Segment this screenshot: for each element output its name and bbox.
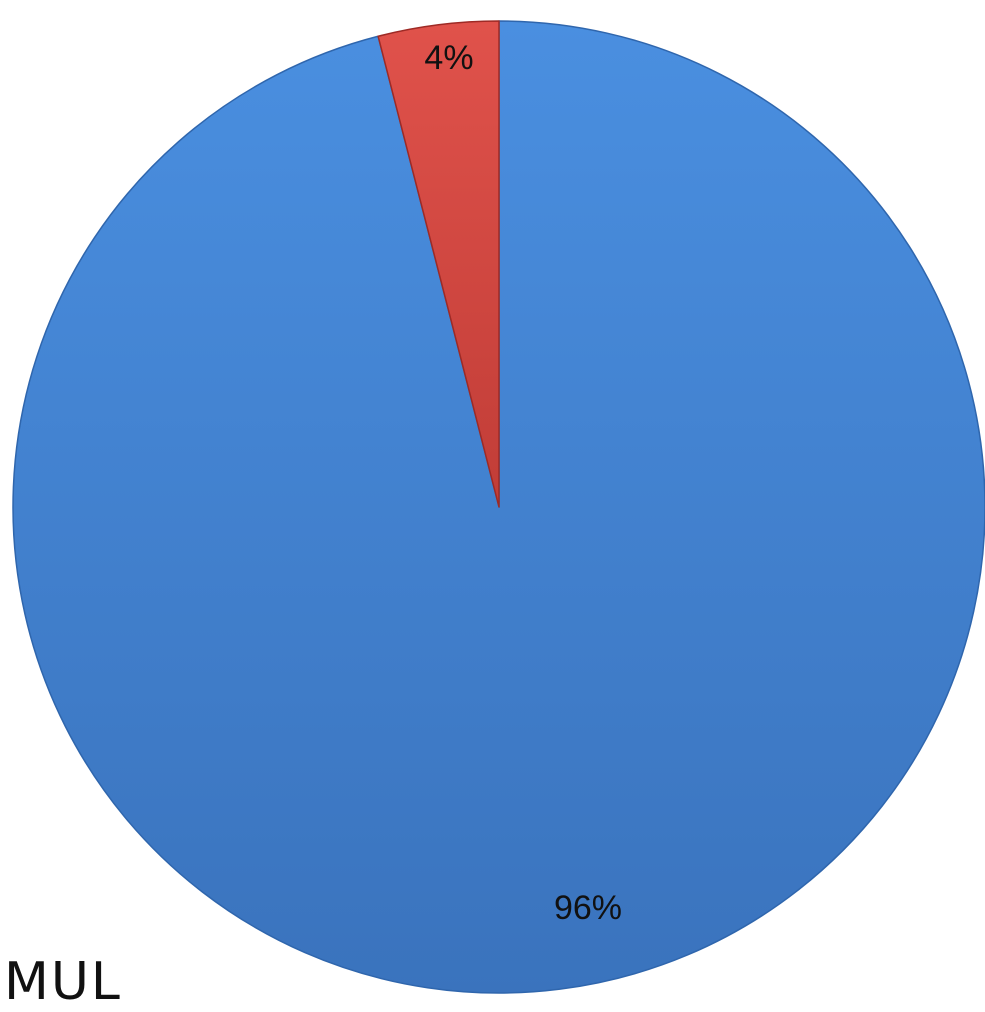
- pie-slices: [12, 20, 985, 994]
- pie-slice-label-2: 4%: [424, 39, 473, 77]
- pie-slice-2: [377, 20, 500, 508]
- pie-labels: 96% 4%: [424, 39, 622, 927]
- overlay-text: MUL: [4, 952, 122, 1012]
- pie-slice-label-1: 96%: [554, 889, 622, 927]
